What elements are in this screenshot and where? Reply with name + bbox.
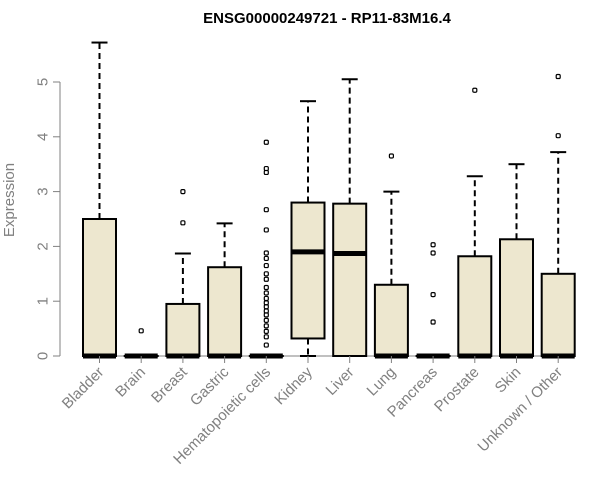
outlier-point <box>180 220 186 226</box>
box-body <box>373 283 409 358</box>
x-tick-label: Prostate <box>431 364 483 416</box>
outlier-point <box>430 242 436 248</box>
box-skin <box>499 163 534 359</box>
box-liver <box>332 78 368 357</box>
y-tick-label: 0 <box>35 352 52 360</box>
box-breast <box>165 189 201 359</box>
y-axis-ticks: 0 1 2 3 4 5 <box>35 78 60 360</box>
x-tick-label: Bladder <box>59 364 108 413</box>
box-lung <box>373 153 409 359</box>
y-axis-title: Expression <box>1 163 18 237</box>
outlier-point <box>263 250 269 256</box>
box-unknown-other <box>540 73 576 359</box>
x-tick-label: Kidney <box>271 363 316 408</box>
outlier-point <box>263 323 269 329</box>
outlier-point <box>430 250 436 256</box>
outlier-point <box>263 284 269 291</box>
outlier-point <box>263 165 269 172</box>
y-tick-label: 2 <box>35 242 52 250</box>
outlier-point <box>263 342 269 348</box>
outlier-point <box>263 207 269 213</box>
outlier-point <box>430 319 436 325</box>
outlier-point <box>430 292 436 298</box>
outlier-point <box>472 87 478 93</box>
x-tick-label: Lung <box>364 364 400 400</box>
x-tick-label: Liver <box>323 364 358 399</box>
outlier-point <box>263 334 269 340</box>
box-body <box>290 201 326 340</box>
box-hematopoietic-cells <box>248 139 284 359</box>
box-body <box>82 218 117 357</box>
x-tick-label: Skin <box>492 364 525 397</box>
chart-title: ENSG00000249721 - RP11-83M16.4 <box>203 10 451 27</box>
outlier-point <box>263 227 269 233</box>
y-tick-label: 1 <box>35 297 52 305</box>
y-tick-label: 3 <box>35 187 52 195</box>
x-tick-label: Brain <box>112 364 149 401</box>
outlier-point <box>263 328 269 334</box>
boxes-group <box>82 41 576 359</box>
y-tick-label: 5 <box>35 78 52 86</box>
box-body <box>207 266 243 357</box>
outlier-point <box>138 328 144 334</box>
outlier-point <box>263 139 269 145</box>
box-pancreas <box>415 242 451 359</box>
outlier-point <box>263 276 269 282</box>
outlier-point <box>263 317 269 323</box>
box-brain <box>123 328 159 359</box>
box-body <box>165 302 201 358</box>
box-body <box>457 255 493 358</box>
outlier-point <box>263 255 269 262</box>
outlier-point <box>388 153 394 159</box>
outlier-point <box>263 290 269 296</box>
outlier-point <box>555 133 561 139</box>
outlier-point <box>263 271 269 277</box>
box-kidney <box>290 100 326 357</box>
box-body <box>499 238 534 357</box>
x-tick-label: Breast <box>148 363 191 406</box>
box-body <box>540 272 576 357</box>
y-tick-label: 4 <box>35 133 52 141</box>
outlier-point <box>180 189 186 195</box>
box-body <box>332 202 368 357</box>
box-bladder <box>82 41 117 359</box>
outlier-point <box>555 73 561 80</box>
outlier-point <box>263 295 269 302</box>
outlier-point <box>263 262 269 269</box>
box-prostate <box>457 87 493 359</box>
outlier-point <box>263 300 269 306</box>
outlier-point <box>263 308 269 314</box>
box-gastric <box>207 222 243 359</box>
